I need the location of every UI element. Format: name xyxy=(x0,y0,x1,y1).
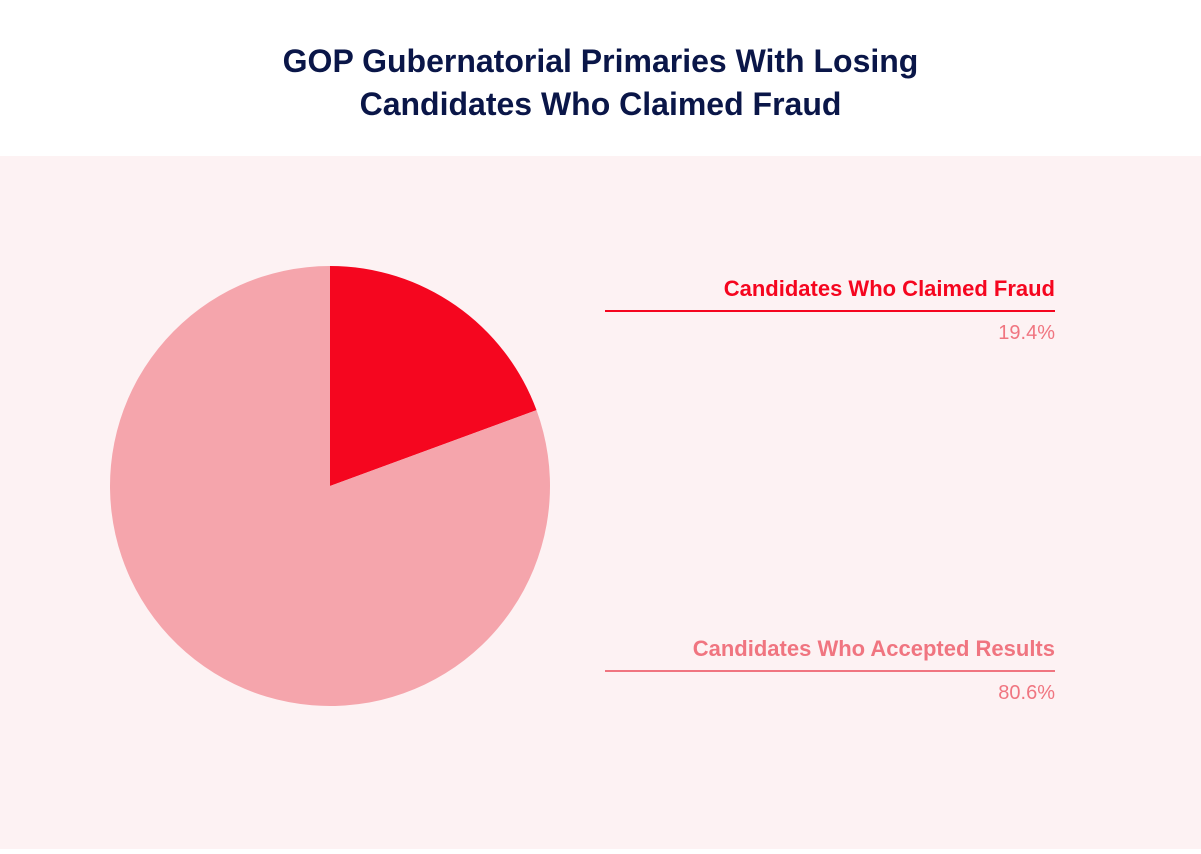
title-line-1: GOP Gubernatorial Primaries With Losing xyxy=(0,40,1201,83)
title-line-2: Candidates Who Claimed Fraud xyxy=(0,83,1201,126)
legend-label: Candidates Who Claimed Fraud xyxy=(605,276,1055,310)
chart-background: Candidates Who Claimed Fraud 19.4% Candi… xyxy=(0,156,1201,849)
legend-item-claimed-fraud: Candidates Who Claimed Fraud 19.4% xyxy=(605,276,1055,345)
legend-value: 80.6% xyxy=(605,672,1055,705)
legend-label: Candidates Who Accepted Results xyxy=(605,636,1055,670)
pie-chart xyxy=(0,156,560,721)
legend-value: 19.4% xyxy=(605,312,1055,345)
legend-item-accepted-results: Candidates Who Accepted Results 80.6% xyxy=(605,636,1055,705)
pie-svg xyxy=(0,156,560,716)
chart-title: GOP Gubernatorial Primaries With Losing … xyxy=(0,0,1201,156)
